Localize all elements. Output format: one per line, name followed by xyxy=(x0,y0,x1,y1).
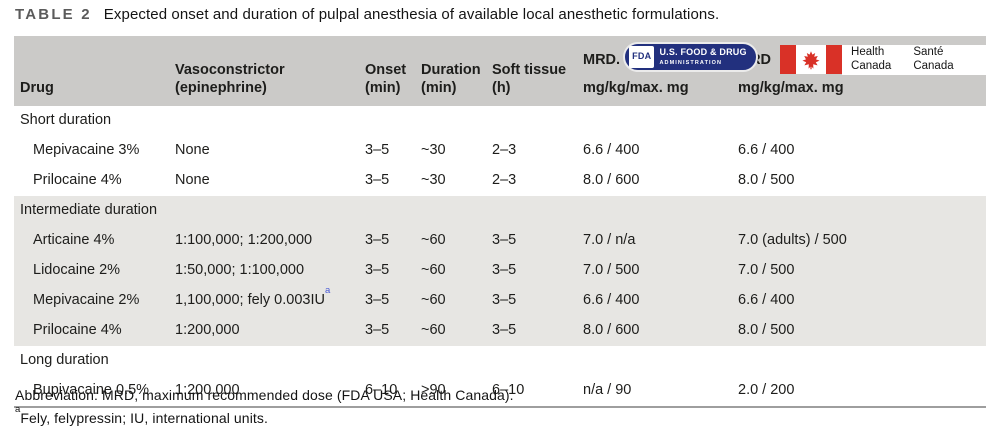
cell-soft-tissue: 6–10 xyxy=(492,382,525,399)
cell-drug: Lidocaine 2% xyxy=(14,256,175,286)
cell-drug: Prilocaine 4% xyxy=(33,172,122,189)
cell-vasoconstrictor: 1:50,000; 1:100,000 xyxy=(175,256,365,286)
maple-leaf-icon xyxy=(802,51,820,70)
mrd-fda-label: MRD. xyxy=(583,51,621,68)
cell-drug: Bupivacaine 0.5% xyxy=(33,382,150,399)
cell-vasoconstrictor: 1:200,000 xyxy=(175,382,240,399)
cell-onset: 3–5 xyxy=(365,172,390,189)
cell-soft-tissue: 2–3 xyxy=(492,172,517,189)
cell-onset: 3–5 xyxy=(365,226,421,256)
cell-mrd-fda: 7.0 / 500 xyxy=(583,256,738,286)
footnote-ref-a: a xyxy=(324,285,331,297)
table-number-label: TABLE 2 xyxy=(15,6,92,23)
cell-drug: Mepivacaine 3% xyxy=(33,142,140,159)
cell-drug: Mepivacaine 2% xyxy=(14,286,175,316)
cell-mrd-canada: 8.0 / 500 xyxy=(738,316,986,346)
header-row: Drug Vasoconstrictor (epinephrine) Onset… xyxy=(14,36,986,106)
section-row: Long duration xyxy=(14,346,986,376)
cell-onset: 6–10 xyxy=(365,382,398,399)
health-canada-fr: Santé Canada xyxy=(913,46,954,72)
cell-vasoconstrictor: 1:100,000; 1:200,000 xyxy=(175,226,365,256)
cell-duration: ~60 xyxy=(421,256,492,286)
col-header-duration: Duration (min) xyxy=(421,36,492,106)
health-canada-wordmark: Health Canada Santé Canada xyxy=(842,44,986,75)
cell-soft-tissue: 3–5 xyxy=(492,256,583,286)
cell-duration: >90 xyxy=(421,382,446,399)
fda-logo-line2: ADMINISTRATION xyxy=(659,59,723,66)
drug-row: Prilocaine 4% None 3–5 ~30 2–3 8.0 / 600 8.0 /… xyxy=(14,166,986,196)
table-caption-text: Expected onset and duration of pulpal an… xyxy=(103,6,720,23)
cell-vasoconstrictor: 1:200,000 xyxy=(175,316,365,346)
cell-mrd-canada: 8.0 / 500 xyxy=(738,172,795,189)
cell-onset: 3–5 xyxy=(365,316,421,346)
cell-vasoconstrictor: None xyxy=(175,172,210,189)
footnote-a-marker: a xyxy=(15,404,21,416)
section-label: Short duration xyxy=(20,112,112,129)
cell-mrd-fda: 8.0 / 600 xyxy=(583,172,640,189)
section-row: Intermediate duration xyxy=(14,196,986,226)
footnote-abbreviation: Abbreviation: MRD, maximum recommended d… xyxy=(15,387,514,403)
section-label: Intermediate duration xyxy=(14,196,986,226)
section-label: Long duration xyxy=(20,352,109,369)
col-header-soft-tissue: Soft tissue (h) xyxy=(492,36,583,106)
drug-row: Mepivacaine 3% None 3–5 ~30 2–3 6.6 / 400 6.6 … xyxy=(14,136,986,166)
cell-mrd-fda: 8.0 / 600 xyxy=(583,316,738,346)
fda-monogram: FDA xyxy=(629,46,655,68)
table-caption: TABLE 2 Expected onset and duration of pu… xyxy=(15,6,719,23)
cell-mrd-canada: 7.0 / 500 xyxy=(738,256,986,286)
drug-row: Lidocaine 2% 1:50,000; 1:100,000 3–5 ~60 3–5… xyxy=(14,256,986,286)
cell-onset: 3–5 xyxy=(365,142,390,159)
canada-flag-icon xyxy=(780,45,843,75)
cell-soft-tissue: 3–5 xyxy=(492,316,583,346)
cell-mrd-fda: n/a / 90 xyxy=(583,382,632,399)
cell-mrd-fda: 6.6 / 400 xyxy=(583,142,640,159)
footnote-a: aFely, felypressin; IU, international un… xyxy=(15,404,268,426)
cell-drug: Prilocaine 4% xyxy=(14,316,175,346)
cell-duration: ~30 xyxy=(421,172,446,189)
cell-vasoconstrictor: 1,100,000; fely 0.003IUa xyxy=(175,286,365,316)
section-row: Short duration xyxy=(14,106,986,136)
cell-soft-tissue: 3–5 xyxy=(492,286,583,316)
cell-vasoconstrictor: None xyxy=(175,142,210,159)
cell-mrd-canada: 6.6 / 400 xyxy=(738,142,795,159)
drug-row: Articaine 4% 1:100,000; 1:200,000 3–5 ~60 3–… xyxy=(14,226,986,256)
cell-onset: 3–5 xyxy=(365,256,421,286)
table-body: Short duration Mepivacaine 3% None 3–5 ~30 2–… xyxy=(14,106,986,406)
cell-soft-tissue: 2–3 xyxy=(492,142,517,159)
cell-drug: Articaine 4% xyxy=(14,226,175,256)
mrd-canada-units: mg/kg/max. mg xyxy=(738,79,844,96)
health-canada-en: Health Canada xyxy=(851,46,892,72)
drug-row: Bupivacaine 0.5% 1:200,000 6–10 >90 6–10 n/a … xyxy=(14,376,986,406)
anesthetics-table: Drug Vasoconstrictor (epinephrine) Onset… xyxy=(14,36,986,408)
cell-soft-tissue: 3–5 xyxy=(492,226,583,256)
fda-logo-line1: U.S. FOOD & DRUG xyxy=(659,47,747,58)
table-footnotes: Abbreviation: MRD, maximum recommended d… xyxy=(15,384,514,430)
cell-duration: ~60 xyxy=(421,226,492,256)
col-header-onset: Onset (min) xyxy=(365,36,421,106)
cell-mrd-fda: 6.6 / 400 xyxy=(583,286,738,316)
drug-row: Mepivacaine 2% 1,100,000; fely 0.003IUa 3–… xyxy=(14,286,986,316)
cell-duration: ~30 xyxy=(421,142,446,159)
cell-mrd-fda: 7.0 / n/a xyxy=(583,226,738,256)
col-header-drug: Drug xyxy=(14,36,175,106)
cell-mrd-canada: 6.6 / 400 xyxy=(738,286,986,316)
fda-logo-icon: FDA U.S. FOOD & DRUG ADMINISTRATION xyxy=(623,41,758,72)
col-header-mrd-fda: MRD. FDA U.S. FOOD & DRUG ADMINISTRATION… xyxy=(583,36,758,106)
cell-duration: ~60 xyxy=(421,316,492,346)
cell-duration: ~60 xyxy=(421,286,492,316)
cell-onset: 3–5 xyxy=(365,286,421,316)
col-header-vasoconstrictor: Vasoconstrictor (epinephrine) xyxy=(175,36,365,106)
col-header-mrd-canada: MRD xyxy=(738,36,986,106)
cell-mrd-canada: 7.0 (adults) / 500 xyxy=(738,226,986,256)
cell-mrd-canada: 2.0 / 200 xyxy=(738,382,795,399)
mrd-fda-units: mg/kg/max. mg xyxy=(583,79,689,96)
drug-row: Prilocaine 4% 1:200,000 3–5 ~60 3–5 8.0 / 600… xyxy=(14,316,986,346)
